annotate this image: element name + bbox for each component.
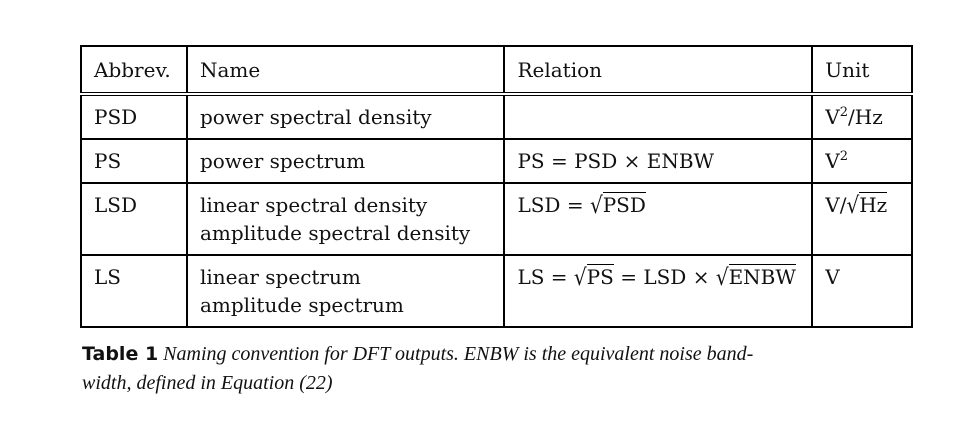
unit-cell: V2 <box>811 138 913 184</box>
radicand: PSD <box>602 192 646 217</box>
name-text-alt: amplitude spectral density <box>199 221 471 245</box>
relation-lhs: LSD = <box>517 193 590 217</box>
abbrev-cell: LSD <box>80 182 188 256</box>
sqrt-symbol: √ <box>846 191 860 219</box>
abbrev-cell: LS <box>80 254 188 328</box>
header-abbrev: Abbrev. <box>80 45 188 95</box>
name-cell: power spectral density <box>185 93 506 140</box>
relation-cell: PS = PSD × ENBW <box>503 138 814 184</box>
header-unit: Unit <box>811 45 913 95</box>
radicand: Hz <box>859 192 888 217</box>
name-cell: linear spectral density amplitude spectr… <box>185 182 506 256</box>
unit-cell: V <box>811 254 913 328</box>
name-text: linear spectrum <box>199 265 361 289</box>
sqrt-expression: √PSD <box>590 191 646 219</box>
unit-exponent: 2 <box>839 105 849 120</box>
caption-text-line2: width, defined in Equation (22) <box>82 372 333 394</box>
table-caption: Table 1 Naming convention for DFT output… <box>82 340 922 398</box>
table-header-row: Abbrev. Name Relation Unit <box>80 45 913 95</box>
sqrt-expression: √Hz <box>846 191 888 219</box>
sqrt-expression: √PS <box>574 263 614 291</box>
unit-exponent: 2 <box>839 149 849 164</box>
sqrt-symbol: √ <box>715 263 729 291</box>
table-row: LSD linear spectral density amplitude sp… <box>80 182 913 256</box>
header-relation: Relation <box>503 45 814 95</box>
header-name: Name <box>185 45 506 95</box>
unit-base: V <box>825 105 840 129</box>
abbrev-cell: PS <box>80 138 188 184</box>
name-cell: linear spectrum amplitude spectrum <box>185 254 506 328</box>
caption-number: Table 1 <box>82 343 159 365</box>
name-text: power spectral density <box>199 105 432 129</box>
table-row: LS linear spectrum amplitude spectrum LS… <box>80 254 913 328</box>
table-row: PSD power spectral density V2/Hz <box>80 93 913 140</box>
sqrt-symbol: √ <box>573 263 587 291</box>
caption-text-line1: Naming convention for DFT outputs. ENBW … <box>163 343 754 365</box>
relation-lhs: LS = <box>517 265 574 289</box>
naming-convention-table-wrapper: Abbrev. Name Relation Unit PSD power spe… <box>80 45 913 328</box>
name-text-alt: amplitude spectrum <box>199 293 404 317</box>
unit-rest: /Hz <box>848 105 883 129</box>
unit-base: V/ <box>825 193 847 217</box>
unit-base: V <box>825 149 840 173</box>
name-cell: power spectrum <box>185 138 506 184</box>
relation-mid: = LSD × <box>613 265 716 289</box>
sqrt-expression: √ENBW <box>716 263 796 291</box>
relation-cell: LSD = √PSD <box>503 182 814 256</box>
naming-convention-table: Abbrev. Name Relation Unit PSD power spe… <box>80 45 913 328</box>
name-text: linear spectral density <box>199 193 428 217</box>
relation-cell <box>503 93 814 140</box>
abbrev-cell: PSD <box>80 93 188 140</box>
relation-cell: LS = √PS = LSD × √ENBW <box>503 254 814 328</box>
unit-cell: V2/Hz <box>811 93 913 140</box>
unit-cell: V/√Hz <box>811 182 913 256</box>
radicand: PS <box>586 264 614 289</box>
radicand: ENBW <box>728 264 796 289</box>
sqrt-symbol: √ <box>589 191 603 219</box>
name-text: power spectrum <box>199 149 366 173</box>
table-row: PS power spectrum PS = PSD × ENBW V2 <box>80 138 913 184</box>
